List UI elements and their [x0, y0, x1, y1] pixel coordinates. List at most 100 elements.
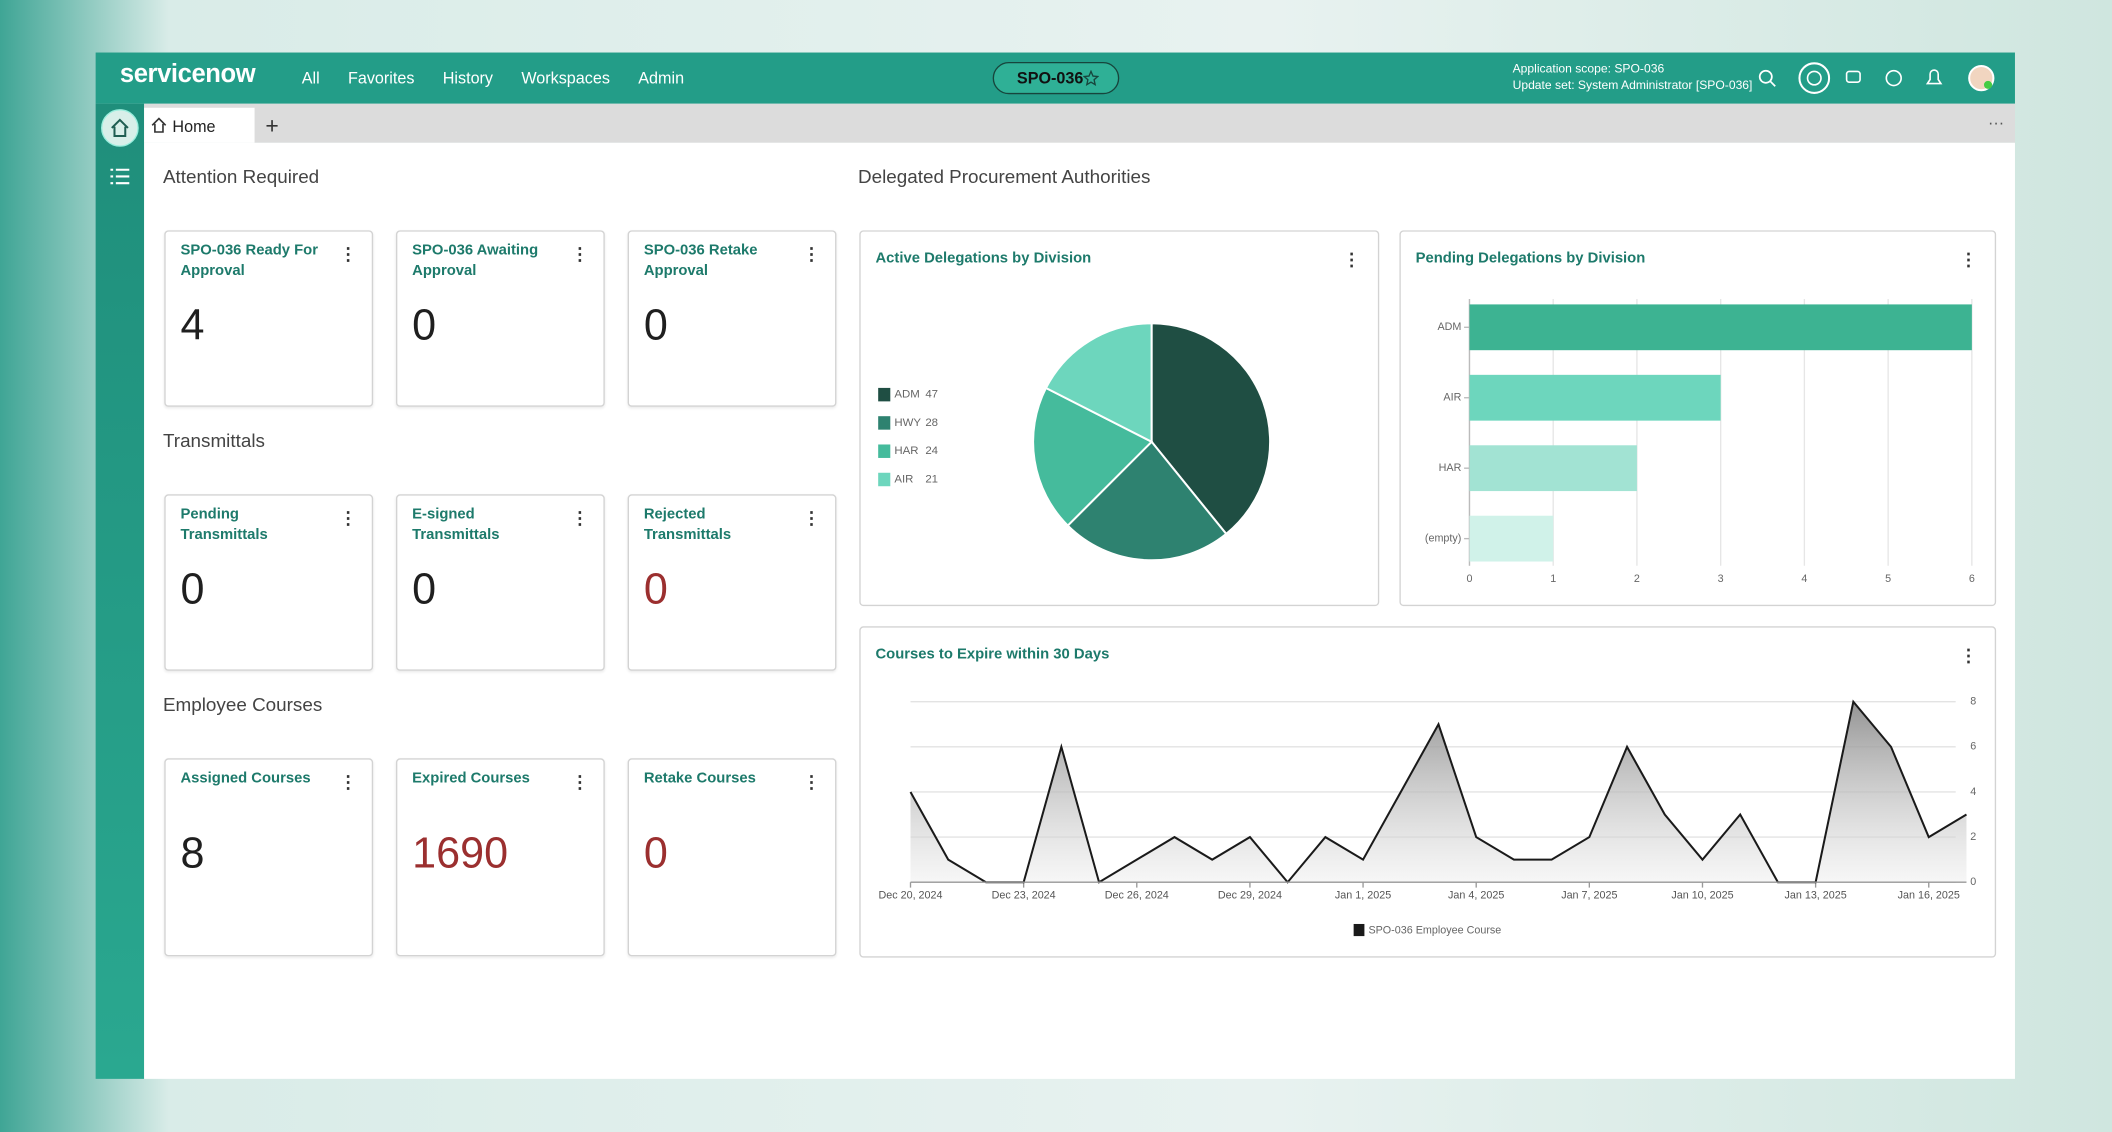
update-set: Update set: System Administrator [SPO-03… — [1512, 78, 1753, 92]
tab-label[interactable]: Home — [172, 117, 216, 137]
card-value: 1690 — [412, 828, 509, 877]
card-value: 0 — [412, 564, 437, 613]
legend-label: HAR — [894, 445, 918, 457]
y-tick-label: 0 — [1970, 876, 1976, 888]
x-tick-label: 6 — [1969, 573, 1975, 585]
x-tick-label: 1 — [1550, 573, 1556, 585]
y-tick-label: 6 — [1970, 741, 1976, 753]
legend-label: AIR — [894, 474, 913, 486]
card-title[interactable]: E-signed Transmittals — [412, 506, 500, 543]
card-menu[interactable]: ⋮ — [339, 243, 357, 264]
metric-card[interactable] — [395, 230, 605, 407]
nav-menu-item[interactable]: Favorites — [347, 68, 415, 88]
x-tick-label: 2 — [1634, 573, 1640, 585]
x-tick-label: Jan 16, 2025 — [1898, 890, 1960, 902]
chart-title: Courses to Expire within 30 Days — [875, 646, 1110, 663]
metric-card[interactable] — [627, 494, 837, 671]
x-tick-label: Dec 29, 2024 — [1218, 890, 1282, 902]
y-tick-label: 4 — [1970, 786, 1976, 798]
card-menu[interactable]: ⋮ — [802, 243, 821, 264]
x-tick-label: 5 — [1885, 573, 1891, 585]
record-pill[interactable] — [992, 61, 1120, 95]
record-name[interactable]: SPO-036 — [1016, 68, 1084, 88]
bar — [1469, 304, 1972, 351]
x-tick-label: Jan 10, 2025 — [1671, 890, 1733, 902]
legend-value: 21 — [925, 474, 938, 486]
card-menu[interactable]: ⋮ — [339, 507, 357, 528]
x-tick-label: Dec 23, 2024 — [992, 890, 1056, 902]
x-tick-label: Dec 26, 2024 — [1105, 890, 1169, 902]
card-title[interactable]: Expired Courses — [412, 770, 530, 787]
nav-menu-item[interactable]: Workspaces — [521, 68, 610, 88]
bar — [1469, 515, 1554, 562]
chart-menu[interactable]: ⋮ — [1959, 249, 1978, 270]
section-title: Employee Courses — [162, 693, 323, 716]
card-value: 0 — [412, 300, 437, 349]
legend-swatch — [878, 416, 891, 430]
metric-card[interactable] — [395, 758, 605, 957]
list-icon[interactable] — [109, 166, 131, 188]
card-value: 0 — [643, 564, 668, 613]
card-menu[interactable]: ⋮ — [802, 507, 821, 528]
card-value: 0 — [180, 564, 205, 613]
nav-menu-item[interactable]: History — [442, 68, 494, 88]
logo[interactable]: servicenow — [119, 60, 256, 89]
metric-card[interactable] — [164, 494, 374, 671]
card-menu[interactable]: ⋮ — [802, 771, 821, 792]
x-tick-label: Jan 7, 2025 — [1561, 890, 1617, 902]
legend-value: 28 — [925, 417, 938, 429]
metric-card[interactable] — [164, 230, 374, 407]
chart-menu[interactable]: ⋮ — [1342, 249, 1361, 270]
card-title[interactable]: SPO-036 Retake Approval — [643, 242, 758, 279]
pie-slice — [1066, 440, 1228, 562]
section-title: Attention Required — [162, 165, 320, 188]
header-icons — [1758, 62, 1995, 94]
card-title[interactable]: Retake Courses — [643, 770, 756, 787]
y-tick-label: 8 — [1970, 696, 1976, 708]
x-tick-label: Jan 4, 2025 — [1448, 890, 1504, 902]
app-scope: Application scope: SPO-036 — [1512, 61, 1665, 76]
more-menu[interactable]: ··· — [1988, 113, 2005, 132]
legend-value: 24 — [925, 445, 938, 457]
nav-menu-item[interactable]: All — [301, 68, 320, 88]
x-tick-label: Dec 20, 2024 — [878, 890, 942, 902]
home-icon — [111, 118, 129, 138]
card-value: 0 — [643, 300, 668, 349]
tab-bar — [144, 103, 2015, 143]
card-title[interactable]: SPO-036 Awaiting Approval — [412, 242, 539, 279]
bar — [1469, 374, 1721, 421]
metric-card[interactable] — [627, 230, 837, 407]
card-title[interactable]: SPO-036 Ready For Approval — [180, 242, 318, 279]
chart-menu[interactable]: ⋮ — [1959, 645, 1978, 666]
card-title[interactable]: Assigned Courses — [180, 770, 311, 787]
nav-menu-item[interactable]: Admin — [638, 68, 685, 88]
card-value: 0 — [643, 828, 668, 877]
card-title[interactable]: Pending Transmittals — [180, 506, 268, 543]
y-tick-label: AIR — [1443, 392, 1461, 404]
card-menu[interactable]: ⋮ — [339, 771, 357, 792]
metric-card[interactable] — [164, 758, 374, 957]
card-menu[interactable]: ⋮ — [571, 771, 589, 792]
x-tick-label: 3 — [1718, 573, 1724, 585]
legend-swatch — [1353, 923, 1365, 937]
legend-label: HWY — [894, 417, 921, 429]
tab-home-icon — [151, 117, 167, 133]
card-value: 4 — [180, 300, 205, 349]
legend-value: 47 — [925, 389, 938, 401]
section-title: Transmittals — [162, 429, 265, 452]
add-tab[interactable]: + — [265, 113, 279, 139]
card-title[interactable]: Rejected Transmittals — [643, 506, 732, 543]
legend-swatch — [878, 387, 891, 402]
card-menu[interactable]: ⋮ — [571, 507, 589, 528]
metric-card[interactable] — [627, 758, 837, 957]
metric-card[interactable] — [395, 494, 605, 671]
bar — [1469, 445, 1637, 492]
home-button[interactable] — [101, 109, 139, 147]
sidebar — [95, 103, 145, 1079]
legend-label: ADM — [894, 389, 919, 401]
card-menu[interactable]: ⋮ — [571, 243, 589, 264]
legend-swatch — [878, 472, 891, 487]
y-tick-label: (empty) — [1425, 532, 1462, 544]
star-icon[interactable] — [1082, 70, 1100, 86]
